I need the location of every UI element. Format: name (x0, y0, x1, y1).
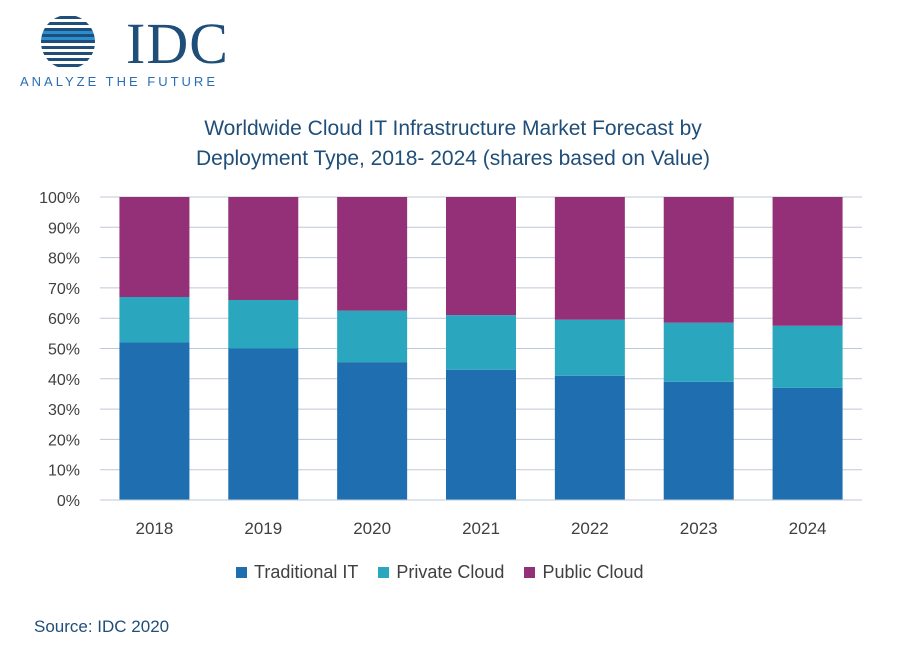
bar-segment-private (772, 325, 843, 388)
y-tick-label: 40% (48, 372, 80, 389)
legend-item-traditional: Traditional IT (236, 562, 358, 583)
bar-segment-public (772, 197, 843, 326)
bar-segment-public (228, 197, 299, 301)
bar-segment-traditional (228, 348, 299, 500)
y-tick-label: 20% (48, 432, 80, 449)
logo-tagline: ANALYZE THE FUTURE (20, 74, 218, 89)
bar-segment-traditional (337, 362, 408, 500)
y-tick-label: 30% (48, 402, 80, 419)
y-tick-label: 0% (57, 493, 80, 510)
bar-segment-public (446, 197, 516, 316)
bar-segment-traditional (119, 342, 190, 500)
y-tick-label: 60% (48, 311, 80, 328)
bar-segment-private (663, 322, 734, 382)
legend-item-public: Public Cloud (524, 562, 644, 583)
legend-label-traditional: Traditional IT (254, 562, 359, 582)
bar-segment-traditional (663, 381, 734, 500)
logo-wordmark: IDC (126, 11, 229, 76)
x-tick-label: 2023 (680, 519, 718, 538)
legend-item-private: Private Cloud (378, 562, 504, 583)
chart-title-line2: Deployment Type, 2018- 2024 (shares base… (195, 147, 711, 170)
y-tick-label: 70% (48, 281, 80, 298)
y-tick-label: 100% (39, 190, 80, 207)
chart-title-line1: Worldwide Cloud IT Infrastructure Market… (204, 117, 702, 140)
legend-swatch-traditional (236, 567, 247, 578)
bar-segment-traditional (772, 387, 843, 500)
bar-segment-public (663, 197, 734, 323)
legend-swatch-private (378, 567, 390, 578)
bar-segment-private (554, 319, 625, 376)
bar-segment-traditional (446, 369, 516, 500)
y-tick-label: 10% (48, 463, 80, 480)
legend-swatch-public (524, 567, 536, 578)
legend-label-public: Public Cloud (542, 562, 644, 582)
y-tick-label: 50% (48, 342, 80, 359)
y-tick-label: 80% (48, 251, 80, 268)
bar-segment-private (446, 315, 516, 370)
globe-logo-icon (41, 16, 95, 67)
x-tick-label: 2022 (571, 519, 609, 538)
x-tick-label: 2020 (353, 519, 391, 538)
x-tick-label: 2021 (462, 519, 500, 538)
bar-segment-private (228, 300, 299, 349)
y-tick-label: 90% (48, 220, 80, 237)
x-tick-label: 2019 (244, 519, 282, 538)
bar-segment-private (337, 310, 408, 363)
legend: Traditional IT Private Cloud Public Clou… (236, 562, 644, 583)
bar-segment-traditional (554, 375, 625, 500)
source-note: Source: IDC 2020 (34, 617, 170, 636)
idc-logo: IDC ANALYZE THE FUTURE (20, 11, 230, 94)
bar-segment-public (554, 197, 625, 320)
bar-segment-private (119, 296, 190, 343)
x-tick-label: 2018 (136, 519, 174, 538)
bar-segment-public (119, 197, 190, 297)
legend-label-private: Private Cloud (396, 562, 505, 582)
x-tick-label: 2024 (789, 519, 827, 538)
bar-segment-public (337, 197, 408, 311)
